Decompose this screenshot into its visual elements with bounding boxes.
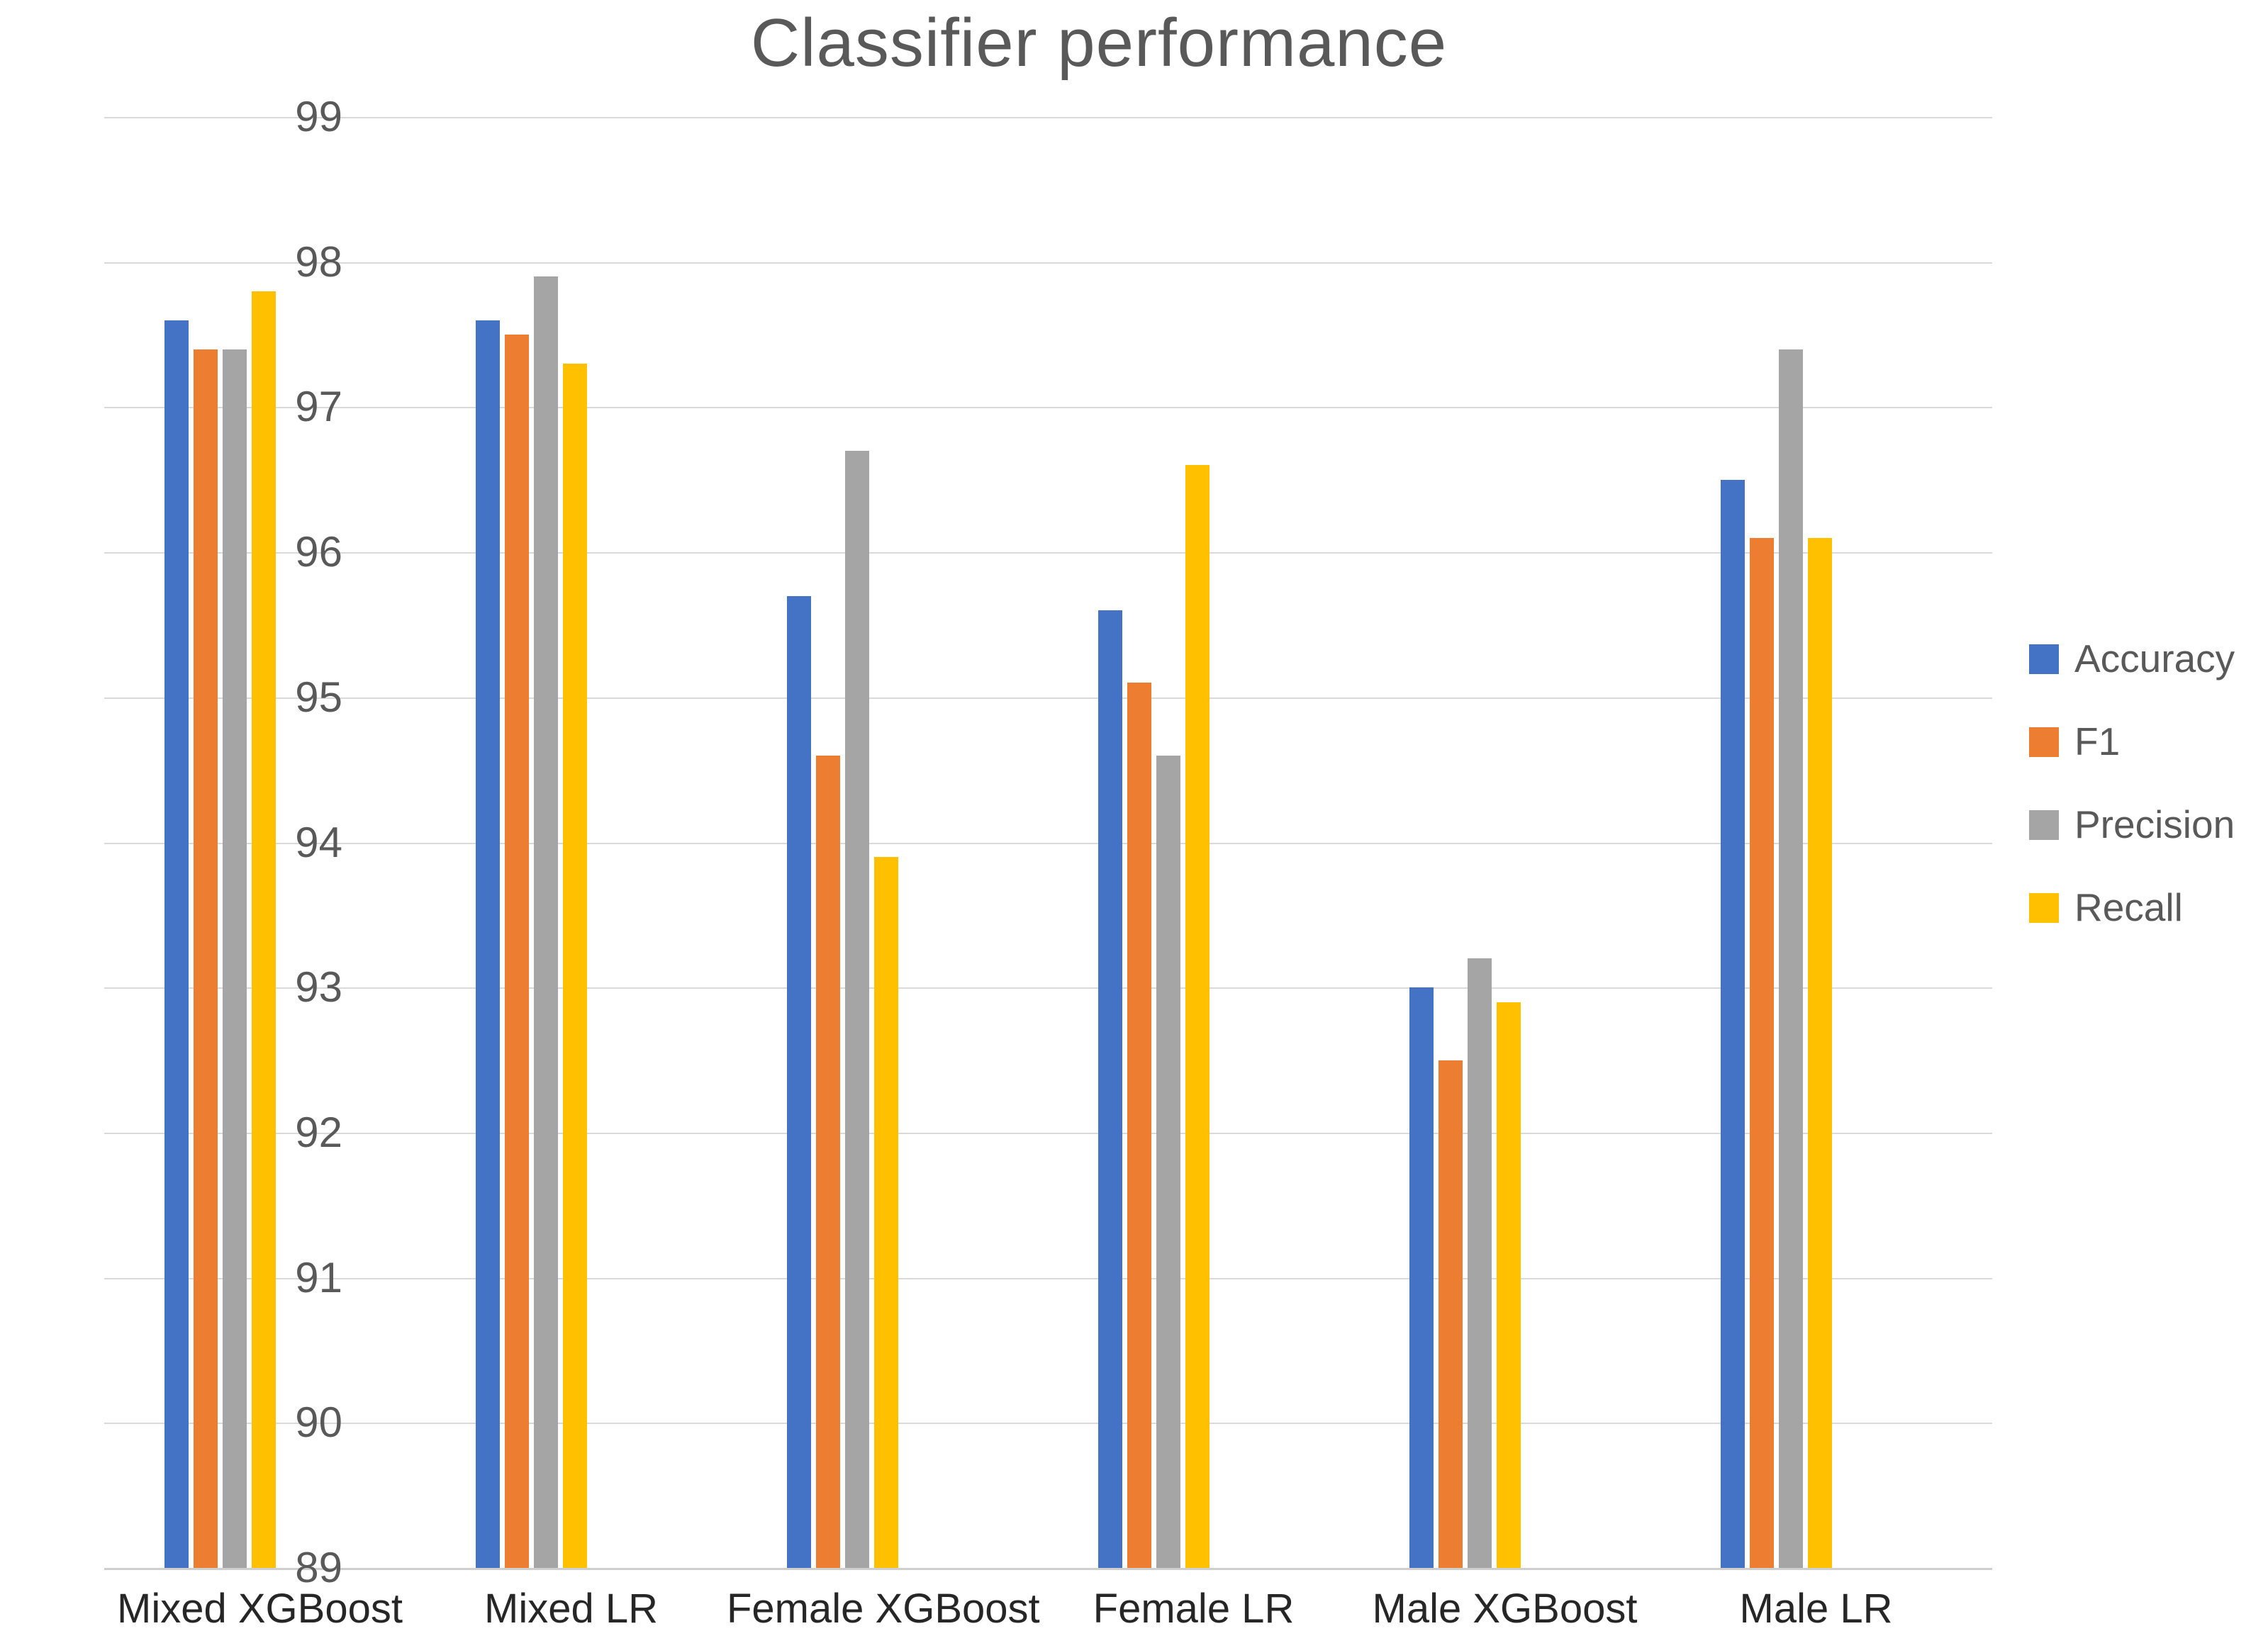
y-tick-label: 95: [295, 673, 342, 721]
bar-precision: [534, 276, 558, 1568]
legend-marker-icon: [2029, 809, 2059, 840]
legend-label: F1: [2074, 719, 2121, 763]
bar-recall: [1808, 538, 1832, 1568]
bar-f1: [1750, 538, 1774, 1568]
gridline: [104, 262, 1992, 264]
legend-label: Accuracy: [2074, 637, 2235, 680]
bar-precision: [223, 349, 247, 1568]
y-tick-label: 89: [295, 1544, 342, 1591]
legend-item-f1: F1: [2029, 722, 2235, 761]
legend-item-precision: Precision: [2029, 805, 2235, 844]
bar-recall: [874, 857, 898, 1568]
x-axis-line: [104, 1568, 1992, 1570]
x-category-label: Female LR: [1093, 1586, 1295, 1632]
x-category-label: Male XGBoost: [1372, 1586, 1638, 1632]
gridline: [104, 1278, 1992, 1279]
legend-marker-icon: [2029, 892, 2059, 923]
x-category-label: Male LR: [1739, 1586, 1893, 1632]
bar-accuracy: [1721, 480, 1745, 1568]
bar-precision: [845, 451, 869, 1568]
y-tick-label: 96: [295, 528, 342, 576]
bar-precision: [1779, 349, 1803, 1568]
bar-f1: [505, 335, 529, 1568]
y-tick-label: 92: [295, 1109, 342, 1156]
y-tick-label: 98: [295, 238, 342, 286]
bar-f1: [1127, 683, 1151, 1568]
bar-f1: [816, 756, 840, 1568]
legend: Accuracy F1 Precision Recall: [2029, 639, 2235, 927]
bar-accuracy: [787, 596, 811, 1568]
bar-precision: [1468, 958, 1492, 1568]
bar-recall: [252, 291, 276, 1568]
legend-marker-icon: [2029, 727, 2059, 757]
bar-accuracy: [164, 320, 189, 1568]
bar-precision: [1156, 756, 1180, 1568]
bar-recall: [1497, 1002, 1521, 1568]
legend-label: Precision: [2074, 802, 2235, 846]
legend-item-recall: Recall: [2029, 888, 2235, 927]
x-category-label: Female XGBoost: [727, 1586, 1040, 1632]
y-tick-label: 99: [295, 93, 342, 140]
legend-marker-icon: [2029, 644, 2059, 674]
plot-area: [104, 117, 1992, 1570]
bar-f1: [1439, 1060, 1463, 1568]
bar-recall: [1185, 465, 1210, 1568]
y-tick-label: 91: [295, 1254, 342, 1301]
bar-recall: [563, 364, 587, 1568]
gridline: [104, 1423, 1992, 1424]
y-tick-label: 94: [295, 819, 342, 866]
legend-item-accuracy: Accuracy: [2029, 639, 2235, 678]
gridline: [104, 843, 1992, 844]
y-tick-label: 97: [295, 383, 342, 430]
y-tick-label: 90: [295, 1398, 342, 1446]
bar-accuracy: [1098, 610, 1122, 1568]
gridline: [104, 697, 1992, 699]
legend-label: Recall: [2074, 885, 2183, 929]
x-category-label: Mixed XGBoost: [117, 1586, 403, 1632]
gridline: [104, 552, 1992, 554]
bar-accuracy: [476, 320, 500, 1568]
bar-accuracy: [1409, 987, 1434, 1568]
bar-f1: [194, 349, 218, 1568]
chart-title: Classifier performance: [750, 5, 1448, 81]
gridline: [104, 1133, 1992, 1134]
gridline: [104, 117, 1992, 118]
gridline: [104, 407, 1992, 408]
x-category-label: Mixed LR: [484, 1586, 658, 1632]
gridline: [104, 987, 1992, 989]
y-tick-label: 93: [295, 963, 342, 1011]
